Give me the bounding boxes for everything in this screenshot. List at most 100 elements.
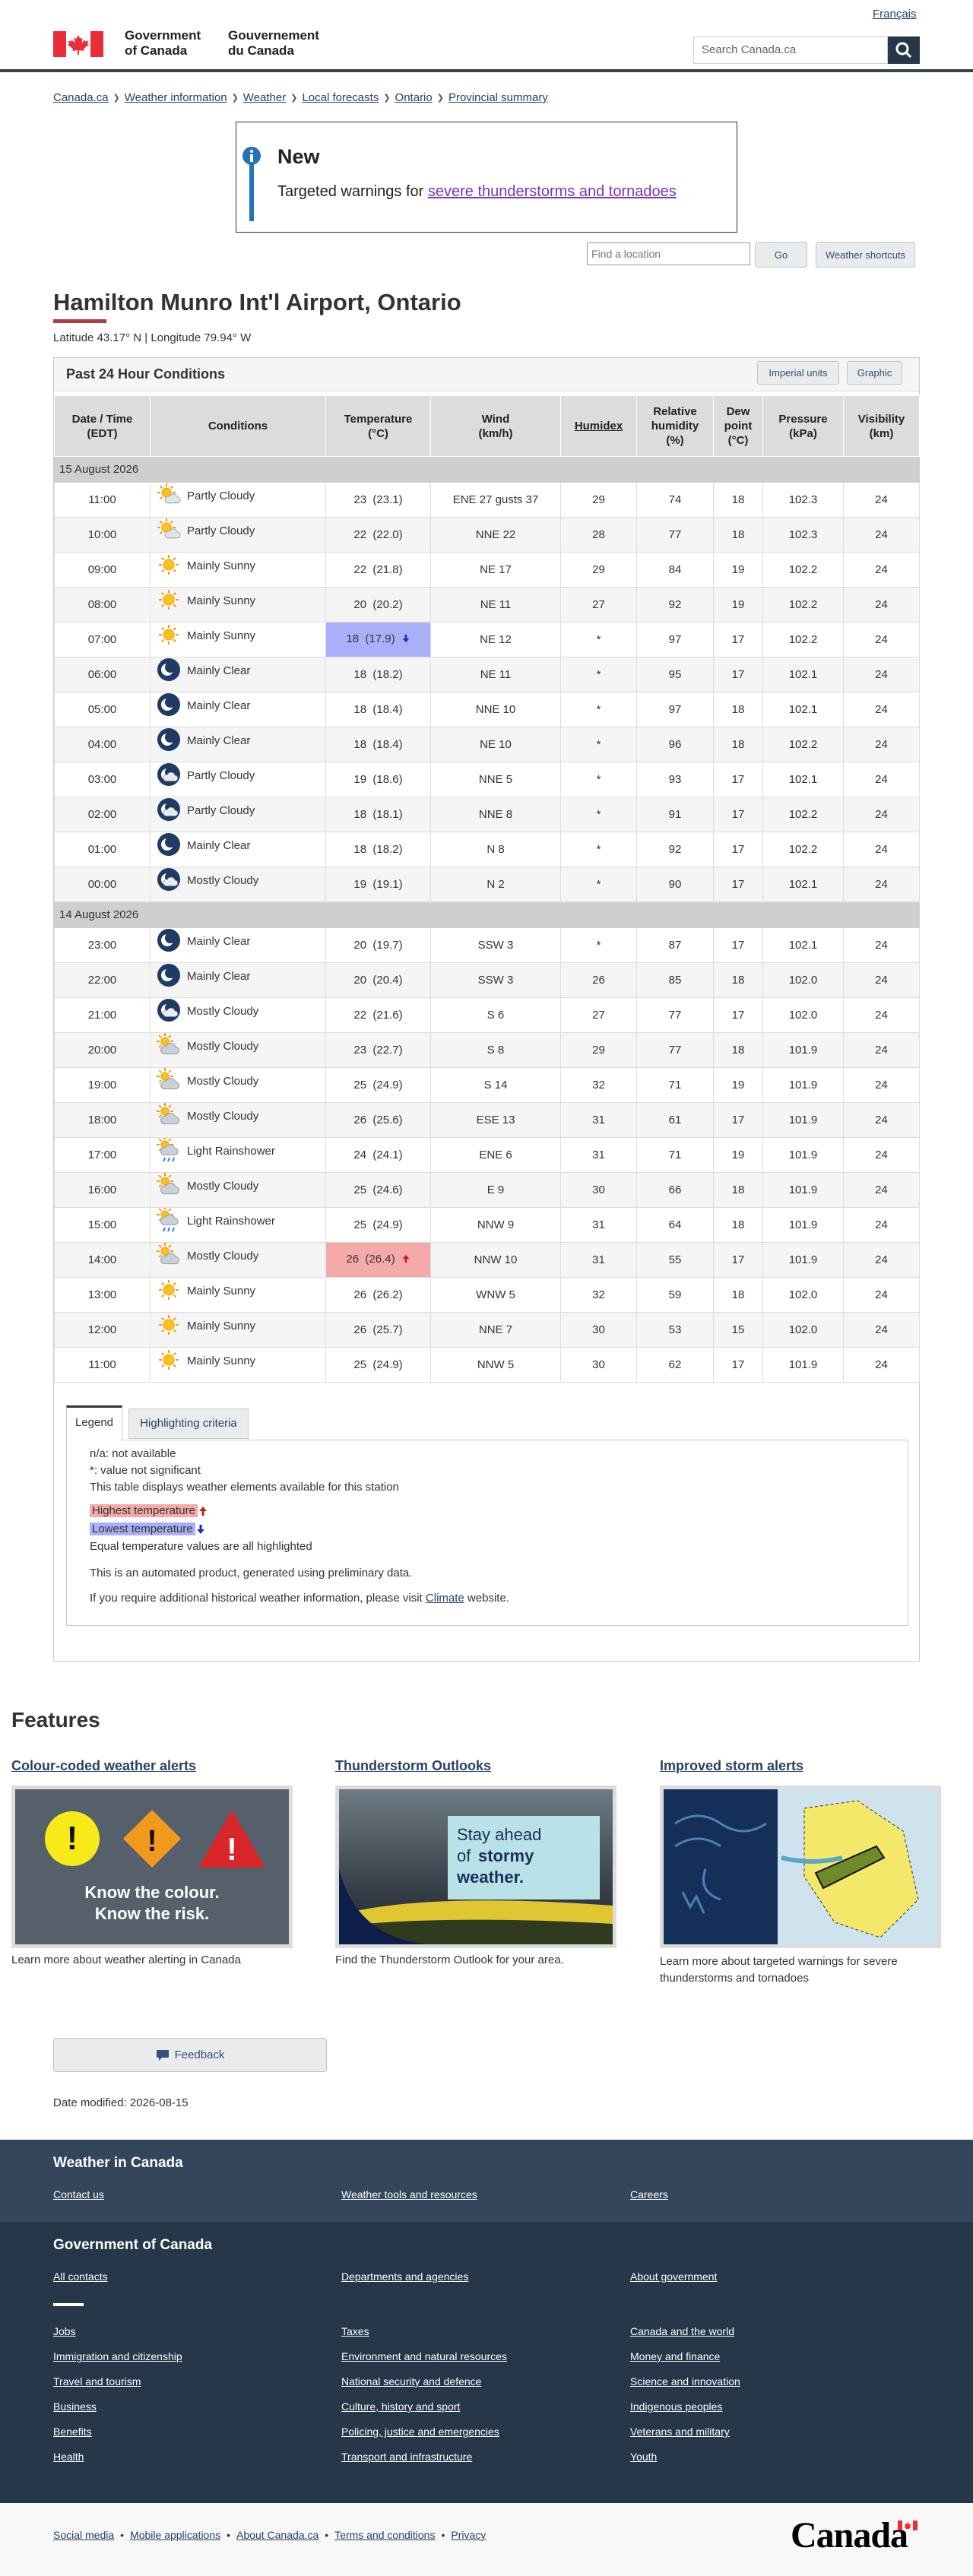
condition-text: Mainly Sunny — [187, 1320, 256, 1332]
footer-topic[interactable]: Transport and infrastructure — [341, 2451, 473, 2463]
footer-topic[interactable]: National security and defence — [341, 2375, 482, 2387]
feedback-text[interactable]: Feedback — [174, 2048, 225, 2061]
card-title[interactable]: Thunderstorm Outlooks — [335, 1758, 492, 1773]
graphic-text[interactable]: Graphic — [857, 367, 892, 379]
footer-link[interactable]: About government — [630, 2270, 718, 2283]
footer-topic[interactable]: Policing, justice and emergencies — [341, 2425, 499, 2438]
footer-topic[interactable]: Environment and natural resources — [341, 2350, 507, 2362]
search-button[interactable] — [888, 36, 920, 64]
weather-icon-svg — [157, 998, 180, 1022]
location-input[interactable]: Find a location — [587, 242, 750, 265]
breadcrumb-link[interactable]: Canada.ca — [53, 90, 109, 104]
language-text[interactable]: Français — [873, 8, 917, 21]
table-cell: 31 — [560, 1137, 637, 1173]
footer-link[interactable]: Careers — [630, 2188, 668, 2201]
card-image[interactable]: ! ! ! Know the colour. Know the risk. — [11, 1785, 293, 1948]
bottom-link[interactable]: Terms and conditions — [334, 2529, 436, 2541]
weather-icon — [157, 1136, 181, 1165]
criteria-tab-text[interactable]: Highlighting criteria — [140, 1417, 237, 1430]
table-cell: 101.9 — [762, 1242, 844, 1278]
table-cell: 13:00 — [54, 1277, 151, 1313]
breadcrumb-link[interactable]: Ontario — [395, 90, 433, 104]
footer-topic[interactable]: Veterans and military — [630, 2425, 730, 2438]
table-cell: 17 — [713, 997, 763, 1033]
bottom-link[interactable]: Social media — [53, 2529, 115, 2541]
legend-tab-text[interactable]: Legend — [74, 1416, 114, 1429]
table-body: 15 August 2026 11:00 Partly Cloudy 23 (23.1… — [54, 456, 920, 1383]
table-cell: 64 — [636, 1207, 714, 1243]
footer-topic[interactable]: Taxes — [341, 2325, 369, 2337]
table-cell: 32 — [560, 1277, 637, 1313]
footer-topic[interactable]: Canada and the world — [630, 2325, 734, 2337]
card-image[interactable] — [660, 1785, 941, 1948]
observation-row: 20:00 Mostly Cloudy 23 (22.7) S 8 29 77 18 101.… — [54, 1032, 920, 1068]
bottom-link[interactable]: About Canada.ca — [236, 2529, 319, 2541]
alert-box: New Targeted warnings for severe thunder… — [236, 122, 737, 233]
footer-link[interactable]: All contacts — [53, 2270, 108, 2283]
table-cell: 102.1 — [762, 867, 844, 902]
weather-icon-svg — [157, 1136, 179, 1161]
graphic-button[interactable]: Graphic — [847, 361, 902, 385]
breadcrumb-link[interactable]: Provincial summary — [448, 90, 548, 104]
table-cell: * — [560, 832, 637, 867]
condition-cell: Mainly Clear — [150, 927, 326, 963]
bottom-link[interactable]: Mobile applications — [130, 2529, 221, 2541]
footer-topic[interactable]: Indigenous peoples — [630, 2400, 723, 2413]
temperature-text: 23 (23.1) — [353, 493, 403, 506]
temperature-text: 25 (24.9) — [353, 1218, 403, 1231]
legend-note: n/a: not available — [90, 1447, 176, 1460]
footer-topic[interactable]: Culture, history and sport — [341, 2400, 461, 2413]
climate-link[interactable]: Climate — [425, 1592, 464, 1605]
footer-topic[interactable]: Science and innovation — [630, 2375, 740, 2387]
table-cell: 17 — [713, 1242, 763, 1278]
footer-topic[interactable]: Jobs — [53, 2325, 76, 2337]
condition: Light Rainshower — [151, 1136, 325, 1169]
legend-tab[interactable]: Legend — [66, 1405, 122, 1440]
footer-topic[interactable]: Travel and tourism — [53, 2375, 141, 2387]
table-cell: SSW 3 — [430, 962, 561, 998]
alert-icon — [242, 147, 261, 221]
go-text[interactable]: Go — [774, 249, 788, 261]
table-cell: NE 11 — [430, 657, 561, 692]
bottom-link[interactable]: Privacy — [451, 2529, 486, 2541]
footer-link[interactable]: Departments and agencies — [341, 2270, 469, 2283]
breadcrumb-link[interactable]: Local forecasts — [302, 90, 379, 104]
criteria-tab[interactable]: Highlighting criteria — [128, 1408, 249, 1439]
temperature-text: 26 (25.7) — [353, 1323, 403, 1336]
table-cell: 32 — [560, 1067, 637, 1103]
table-cell: 24 — [843, 927, 920, 963]
table-cell: 59 — [636, 1277, 714, 1313]
card-title[interactable]: Improved storm alerts — [660, 1758, 804, 1773]
footer-topic[interactable]: Business — [53, 2400, 97, 2413]
footer-topic[interactable]: Youth — [630, 2451, 658, 2463]
footer-topic[interactable]: Benefits — [53, 2425, 92, 2438]
language-link[interactable]: Français — [873, 8, 917, 21]
breadcrumb-link[interactable]: Weather — [242, 90, 287, 104]
title-rule — [53, 319, 106, 323]
footer-topic[interactable]: Immigration and citizenship — [53, 2350, 182, 2362]
condition-text: Mainly Clear — [187, 734, 251, 747]
weather-icon-svg — [159, 1314, 179, 1335]
imperial-button[interactable]: Imperial units — [757, 361, 839, 385]
footer-topic[interactable]: Money and finance — [630, 2350, 721, 2362]
shortcuts-text[interactable]: Weather shortcuts — [825, 249, 906, 261]
weather-icon-svg — [157, 797, 180, 821]
breadcrumb-link[interactable]: Weather information — [124, 90, 227, 104]
shortcuts-button[interactable]: Weather shortcuts — [816, 242, 915, 268]
date-row: 15 August 2026 — [54, 456, 920, 483]
temperature-cell: 18 (18.4) — [325, 727, 431, 762]
table-cell: 77 — [636, 1032, 714, 1068]
alert-link[interactable]: severe thunderstorms and tornadoes — [427, 183, 677, 200]
condition-cell: Partly Cloudy — [150, 762, 326, 797]
go-button[interactable]: Go — [755, 242, 807, 268]
footer-link[interactable]: Weather tools and resources — [341, 2188, 477, 2201]
imperial-text[interactable]: Imperial units — [769, 367, 828, 379]
card-image[interactable]: Stay ahead of stormy weather. — [335, 1785, 616, 1948]
footer-topic[interactable]: Health — [53, 2451, 84, 2463]
table-cell: * — [560, 657, 637, 692]
table-cell: 101.9 — [762, 1067, 844, 1103]
footer-link[interactable]: Contact us — [53, 2188, 104, 2201]
card-title[interactable]: Colour-coded weather alerts — [11, 1758, 197, 1773]
search-input[interactable]: Search Canada.ca — [693, 36, 888, 64]
feedback-button[interactable]: Feedback — [53, 2038, 327, 2072]
